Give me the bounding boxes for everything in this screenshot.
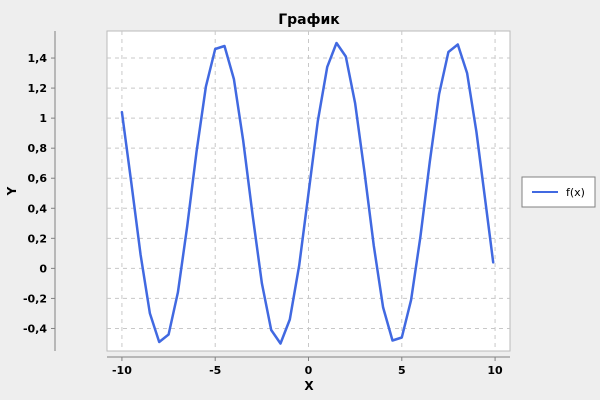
y-tick-label: 1,2 (28, 82, 48, 95)
x-axis-ticks: -10 -5 0 5 10 (112, 357, 503, 377)
y-tick-label: 1 (39, 112, 47, 125)
y-tick-label: 0,6 (28, 172, 48, 185)
x-axis-label: X (304, 379, 314, 393)
y-axis-ticks: -0,4 -0,2 0 0,2 0,4 0,6 0,8 1 1,2 1,4 (23, 52, 55, 335)
grid-lines (107, 31, 510, 351)
y-tick-label: -0,2 (23, 292, 47, 305)
x-tick-label: 5 (398, 364, 406, 377)
y-tick-label: 0,4 (28, 202, 48, 215)
chart-title: График (278, 12, 340, 28)
y-tick-label: 0,2 (28, 232, 48, 245)
series-layer (120, 41, 495, 345)
y-tick-label: -0,4 (23, 322, 47, 335)
y-tick-label: 0 (39, 262, 47, 275)
x-tick-label: -5 (209, 364, 221, 377)
x-tick-label: -10 (112, 364, 132, 377)
legend-label: f(x) (566, 186, 585, 199)
x-tick-label: 10 (487, 364, 503, 377)
legend: f(x) (521, 176, 596, 208)
y-tick-label: 0,8 (28, 142, 48, 155)
y-tick-label: 1,4 (28, 52, 48, 65)
y-axis-label: Y (5, 186, 19, 196)
x-tick-label: 0 (305, 364, 313, 377)
series-line-fx (120, 41, 495, 345)
